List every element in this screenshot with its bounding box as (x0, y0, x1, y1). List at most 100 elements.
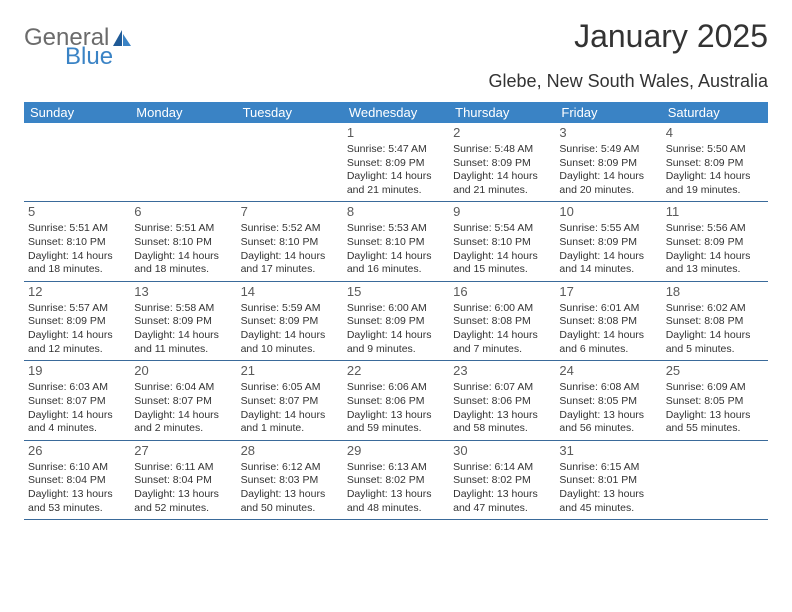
sunset-text: Sunset: 8:07 PM (134, 395, 232, 409)
sunrise-text: Sunrise: 6:03 AM (28, 381, 126, 395)
day-cell: 25Sunrise: 6:09 AMSunset: 8:05 PMDayligh… (662, 361, 768, 439)
daylight-text: Daylight: 14 hours and 9 minutes. (347, 329, 445, 356)
daylight-text: Daylight: 14 hours and 16 minutes. (347, 250, 445, 277)
day-cell: 31Sunrise: 6:15 AMSunset: 8:01 PMDayligh… (555, 441, 661, 519)
week-row: 19Sunrise: 6:03 AMSunset: 8:07 PMDayligh… (24, 361, 768, 440)
day-number: 20 (134, 363, 232, 380)
sunset-text: Sunset: 8:10 PM (453, 236, 551, 250)
calendar-page: General January 2025 Blue Glebe, New Sou… (0, 0, 792, 520)
day-cell: 29Sunrise: 6:13 AMSunset: 8:02 PMDayligh… (343, 441, 449, 519)
week-row: 26Sunrise: 6:10 AM Sunset: 8:04 PM Dayligh… (24, 441, 768, 520)
sunrise-text: Sunrise: 5:59 AM (241, 302, 339, 316)
day-cell: 16Sunrise: 6:00 AMSunset: 8:08 PMDayligh… (449, 282, 555, 360)
day-cell: 14Sunrise: 5:59 AMSunset: 8:09 PMDayligh… (237, 282, 343, 360)
day-cell (130, 123, 236, 201)
sunrise-text: Sunrise: 6:08 AM (559, 381, 657, 395)
day-cell: 5Sunrise: 5:51 AMSunset: 8:10 PMDaylight… (24, 202, 130, 280)
day-number: 25 (666, 363, 764, 380)
sunset-text: Sunset: 8:09 PM (453, 157, 551, 171)
sunrise-text: Sunrise: 6:12 AM (241, 461, 339, 475)
daylight-text: Daylight: 14 hours and 21 minutes. (347, 170, 445, 197)
day-number: 1 (347, 125, 445, 142)
sunset-text: Sunset: 8:07 PM (28, 395, 126, 409)
sunset-text: Sunset: 8:07 PM (241, 395, 339, 409)
sunset-text: Sunset: 8:09 PM (241, 315, 339, 329)
daylight-text: Daylight: 14 hours and 12 minutes. (28, 329, 126, 356)
sunrise-text: Sunrise: 6:09 AM (666, 381, 764, 395)
day-number: 26 (28, 443, 126, 460)
sunset-text: Sunset: 8:09 PM (666, 236, 764, 250)
day-cell: 15Sunrise: 6:00 AMSunset: 8:09 PMDayligh… (343, 282, 449, 360)
daylight-text: Daylight: 14 hours and 11 minutes. (134, 329, 232, 356)
daylight-text: Daylight: 14 hours and 6 minutes. (559, 329, 657, 356)
day-cell: 13Sunrise: 5:58 AMSunset: 8:09 PMDayligh… (130, 282, 236, 360)
day-number: 15 (347, 284, 445, 301)
sunset-text: Sunset: 8:06 PM (347, 395, 445, 409)
sunrise-text: Sunrise: 5:51 AM (134, 222, 232, 236)
daylight-text: Daylight: 14 hours and 18 minutes. (28, 250, 126, 277)
day-number: 12 (28, 284, 126, 301)
day-number: 4 (666, 125, 764, 142)
sunset-text: Sunset: 8:10 PM (241, 236, 339, 250)
day-header-mon: Monday (130, 102, 236, 123)
daylight-text: Daylight: 14 hours and 5 minutes. (666, 329, 764, 356)
sunrise-text: Sunrise: 6:06 AM (347, 381, 445, 395)
sunrise-text: Sunrise: 5:52 AM (241, 222, 339, 236)
sunset-text: Sunset: 8:09 PM (347, 315, 445, 329)
daylight-text: Daylight: 14 hours and 13 minutes. (666, 250, 764, 277)
sunrise-text: Sunrise: 6:00 AM (453, 302, 551, 316)
sunset-text: Sunset: 8:06 PM (453, 395, 551, 409)
sunset-text: Sunset: 8:04 PM (134, 474, 232, 488)
day-header-thu: Thursday (449, 102, 555, 123)
week-row: 12Sunrise: 5:57 AMSunset: 8:09 PMDayligh… (24, 282, 768, 361)
daylight-text: Daylight: 13 hours and 55 minutes. (666, 409, 764, 436)
day-cell: 22Sunrise: 6:06 AMSunset: 8:06 PMDayligh… (343, 361, 449, 439)
daylight-text: Daylight: 13 hours and 53 minutes. (28, 488, 126, 515)
day-header-sat: Saturday (662, 102, 768, 123)
daylight-text: Daylight: 14 hours and 10 minutes. (241, 329, 339, 356)
day-number: 21 (241, 363, 339, 380)
daylight-text: Daylight: 14 hours and 7 minutes. (453, 329, 551, 356)
sunrise-text: Sunrise: 5:55 AM (559, 222, 657, 236)
day-cell: 11Sunrise: 5:56 AMSunset: 8:09 PMDayligh… (662, 202, 768, 280)
sunset-text: Sunset: 8:09 PM (134, 315, 232, 329)
day-cell (24, 123, 130, 201)
sunrise-text: Sunrise: 6:01 AM (559, 302, 657, 316)
day-cell: 19Sunrise: 6:03 AMSunset: 8:07 PMDayligh… (24, 361, 130, 439)
day-cell (237, 123, 343, 201)
daylight-text: Daylight: 14 hours and 20 minutes. (559, 170, 657, 197)
sunset-text: Sunset: 8:08 PM (559, 315, 657, 329)
sunrise-text: Sunrise: 5:48 AM (453, 143, 551, 157)
sunrise-text: Sunrise: 5:57 AM (28, 302, 126, 316)
day-number: 2 (453, 125, 551, 142)
day-cell: 18Sunrise: 6:02 AMSunset: 8:08 PMDayligh… (662, 282, 768, 360)
daylight-text: Daylight: 14 hours and 2 minutes. (134, 409, 232, 436)
sunset-text: Sunset: 8:01 PM (559, 474, 657, 488)
day-cell: 21Sunrise: 6:05 AMSunset: 8:07 PMDayligh… (237, 361, 343, 439)
day-cell: 23Sunrise: 6:07 AMSunset: 8:06 PMDayligh… (449, 361, 555, 439)
sunset-text: Sunset: 8:09 PM (28, 315, 126, 329)
day-number: 18 (666, 284, 764, 301)
sunset-text: Sunset: 8:10 PM (28, 236, 126, 250)
daylight-text: Daylight: 14 hours and 15 minutes. (453, 250, 551, 277)
sunset-text: Sunset: 8:05 PM (559, 395, 657, 409)
sunrise-text: Sunrise: 6:10 AM (28, 461, 126, 475)
week-row: 5Sunrise: 5:51 AMSunset: 8:10 PMDaylight… (24, 202, 768, 281)
day-number: 6 (134, 204, 232, 221)
day-header-fri: Friday (555, 102, 661, 123)
day-number: 16 (453, 284, 551, 301)
day-cell: 7Sunrise: 5:52 AMSunset: 8:10 PMDaylight… (237, 202, 343, 280)
day-cell: 26Sunrise: 6:10 AMSunset: 8:04 PMDayligh… (24, 441, 130, 519)
day-cell: 17Sunrise: 6:01 AMSunset: 8:08 PMDayligh… (555, 282, 661, 360)
sunrise-text: Sunrise: 5:51 AM (28, 222, 126, 236)
day-number: 31 (559, 443, 657, 460)
sunrise-text: Sunrise: 5:58 AM (134, 302, 232, 316)
daylight-text: Daylight: 14 hours and 4 minutes. (28, 409, 126, 436)
subtitle-row: Glebe, New South Wales, Australia (24, 71, 768, 92)
day-number: 17 (559, 284, 657, 301)
day-headers-row: Sunday Monday Tuesday Wednesday Thursday… (24, 102, 768, 123)
day-cell: 4Sunrise: 5:50 AMSunset: 8:09 PMDaylight… (662, 123, 768, 201)
sunset-text: Sunset: 8:02 PM (347, 474, 445, 488)
day-cell: 1Sunrise: 5:47 AMSunset: 8:09 PMDaylight… (343, 123, 449, 201)
day-number: 23 (453, 363, 551, 380)
